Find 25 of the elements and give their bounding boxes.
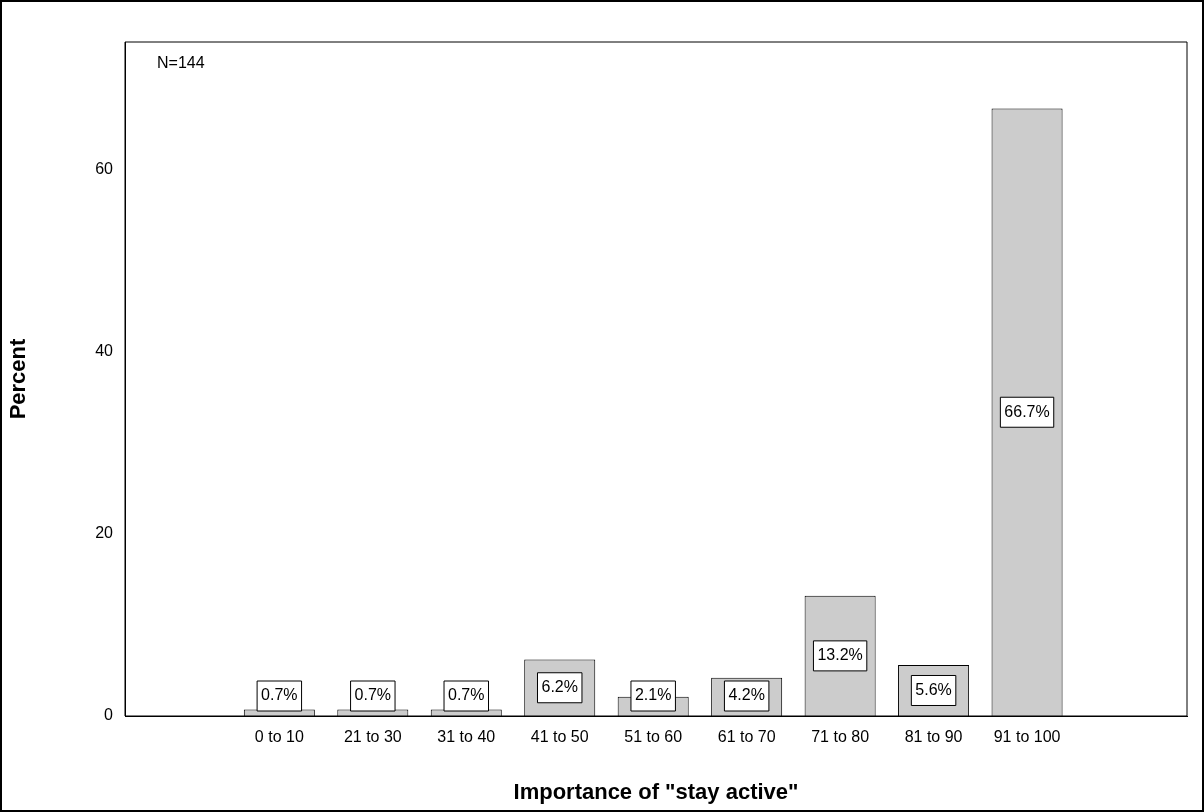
x-tick-label: 21 to 30 (343, 728, 402, 746)
x-tick-label: 61 to 70 (717, 728, 776, 746)
data-label: 0.7% (354, 686, 392, 704)
x-tick-label: 0 to 10 (254, 728, 304, 746)
x-tick-label: 41 to 50 (530, 728, 589, 746)
x-tick-label: 91 to 100 (993, 728, 1061, 746)
data-label: 2.1% (634, 686, 672, 704)
text: N=144 (157, 54, 205, 72)
y-axis-title: Percent (5, 337, 31, 420)
y-tick-label: 20 (95, 524, 114, 542)
y-tick-label: 0 (104, 706, 114, 724)
x-tick-label: 81 to 90 (904, 728, 963, 746)
x-axis-title: Importance of "stay active" (513, 778, 799, 804)
y-tick-label: 60 (95, 159, 114, 177)
x-tick-label: 71 to 80 (811, 728, 870, 746)
data-label: 0.7% (448, 686, 485, 704)
data-label: 6.2% (541, 678, 578, 696)
y-tick-label: 40 (95, 342, 114, 360)
data-label: 66.7% (1004, 402, 1050, 420)
data-label: 4.2% (728, 686, 765, 704)
x-tick-label: 51 to 60 (624, 728, 683, 746)
data-label: 0.7% (261, 686, 298, 704)
x-tick-label: 31 to 40 (437, 728, 496, 746)
data-label: 5.6% (915, 680, 952, 698)
data-label: 13.2% (817, 646, 863, 664)
